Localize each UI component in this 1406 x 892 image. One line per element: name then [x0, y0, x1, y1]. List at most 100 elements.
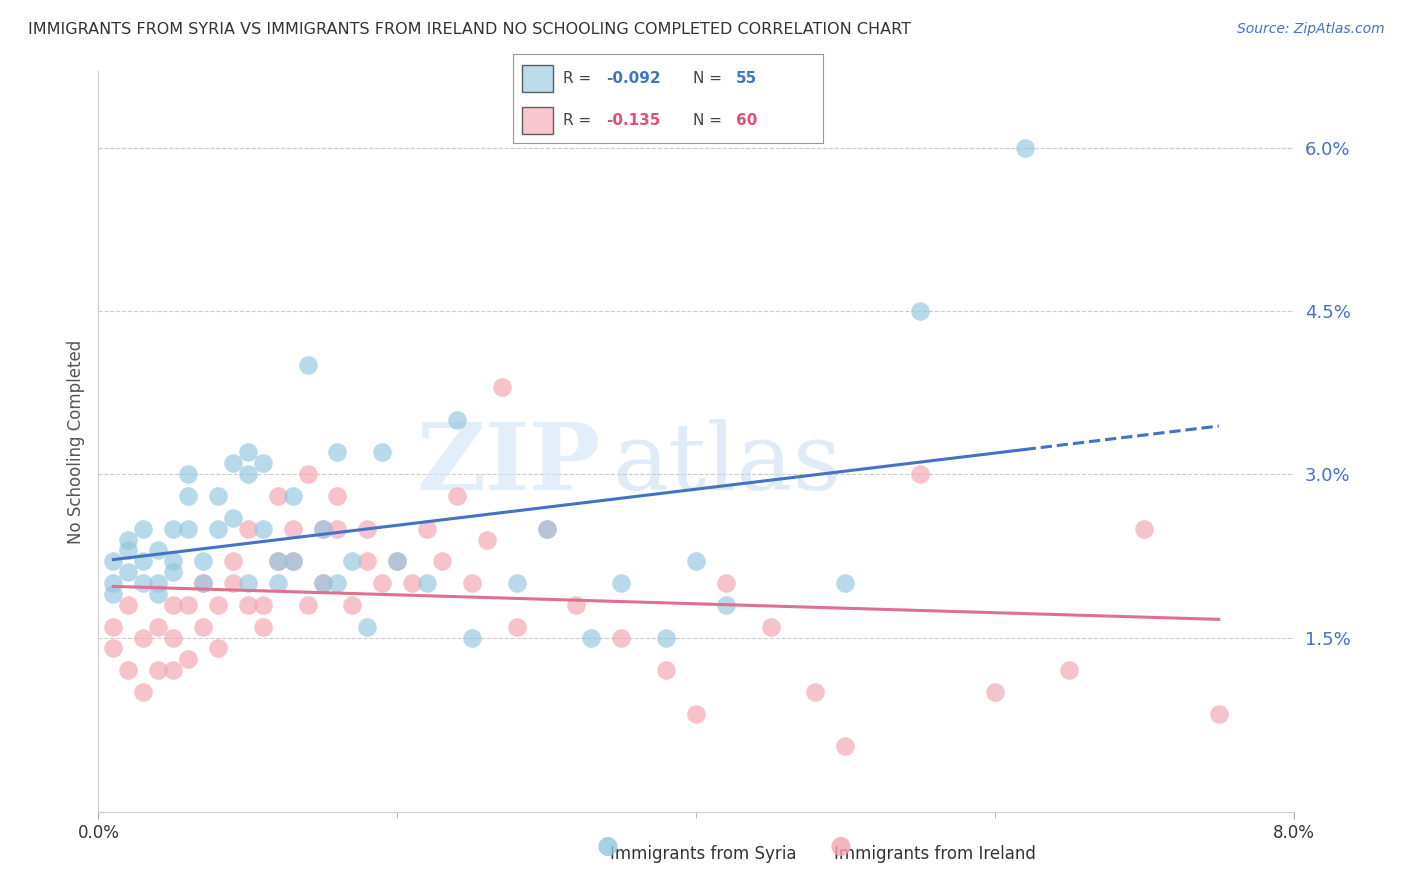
Text: ●: ●: [596, 834, 619, 858]
Point: [177, 467, 200, 482]
Point: [177, 652, 200, 666]
Point: [103, 619, 125, 633]
Point: [491, 380, 513, 394]
Point: [446, 413, 468, 427]
Point: [685, 554, 707, 568]
FancyBboxPatch shape: [523, 107, 554, 134]
Point: [132, 554, 155, 568]
Point: [148, 543, 170, 558]
Text: atlas: atlas: [613, 418, 842, 508]
Text: 55: 55: [735, 71, 758, 86]
Point: [117, 663, 139, 677]
Point: [207, 489, 229, 503]
Point: [506, 576, 529, 591]
Point: [655, 631, 678, 645]
Point: [236, 467, 259, 482]
Point: [475, 533, 498, 547]
Point: [356, 554, 378, 568]
Point: [461, 631, 484, 645]
Point: [311, 522, 333, 536]
Point: [908, 304, 931, 318]
Point: [297, 467, 319, 482]
Point: [222, 576, 245, 591]
Point: [326, 445, 349, 459]
Point: [191, 576, 214, 591]
Point: [371, 576, 394, 591]
Point: [401, 576, 423, 591]
Point: [162, 565, 184, 579]
Point: [430, 554, 453, 568]
Point: [252, 598, 274, 612]
Y-axis label: No Schooling Completed: No Schooling Completed: [66, 340, 84, 543]
Point: [191, 619, 214, 633]
Point: [132, 631, 155, 645]
Point: [610, 576, 633, 591]
Point: [207, 641, 229, 656]
Point: [148, 576, 170, 591]
Point: [222, 456, 245, 470]
Point: [267, 554, 290, 568]
Point: [267, 489, 290, 503]
Point: [177, 598, 200, 612]
Point: [236, 522, 259, 536]
Point: [834, 576, 856, 591]
Point: [252, 456, 274, 470]
Point: [132, 576, 155, 591]
Text: -0.135: -0.135: [606, 113, 661, 128]
Point: [162, 522, 184, 536]
Text: N =: N =: [693, 71, 727, 86]
Point: [103, 587, 125, 601]
Point: [759, 619, 782, 633]
Point: [984, 685, 1007, 699]
Text: ●: ●: [830, 834, 852, 858]
Point: [222, 510, 245, 524]
Point: [252, 619, 274, 633]
Point: [117, 533, 139, 547]
Point: [281, 522, 304, 536]
Point: [311, 576, 333, 591]
Point: [103, 554, 125, 568]
FancyBboxPatch shape: [523, 65, 554, 92]
Point: [356, 522, 378, 536]
Point: [685, 706, 707, 721]
Point: [297, 359, 319, 373]
Point: [222, 554, 245, 568]
Point: [207, 598, 229, 612]
Text: Source: ZipAtlas.com: Source: ZipAtlas.com: [1237, 22, 1385, 37]
Point: [236, 598, 259, 612]
Point: [281, 554, 304, 568]
Point: [416, 522, 439, 536]
Point: [714, 598, 737, 612]
Point: [326, 489, 349, 503]
Point: [191, 554, 214, 568]
Point: [162, 554, 184, 568]
Point: [1208, 706, 1230, 721]
Text: Immigrants from Ireland: Immigrants from Ireland: [834, 846, 1036, 863]
Point: [581, 631, 603, 645]
Point: [132, 685, 155, 699]
Point: [1059, 663, 1081, 677]
Point: [236, 576, 259, 591]
Point: [908, 467, 931, 482]
Point: [356, 619, 378, 633]
Point: [311, 576, 333, 591]
Point: [714, 576, 737, 591]
Point: [311, 522, 333, 536]
Point: [207, 522, 229, 536]
Text: R =: R =: [562, 113, 596, 128]
Point: [148, 663, 170, 677]
Point: [162, 598, 184, 612]
Point: [281, 554, 304, 568]
Point: [148, 619, 170, 633]
Text: Immigrants from Syria: Immigrants from Syria: [610, 846, 796, 863]
Point: [281, 489, 304, 503]
Point: [834, 739, 856, 754]
Point: [177, 489, 200, 503]
Point: [191, 576, 214, 591]
Point: [385, 554, 409, 568]
Point: [326, 576, 349, 591]
Point: [1133, 522, 1156, 536]
Point: [148, 587, 170, 601]
Point: [252, 522, 274, 536]
Point: [177, 522, 200, 536]
